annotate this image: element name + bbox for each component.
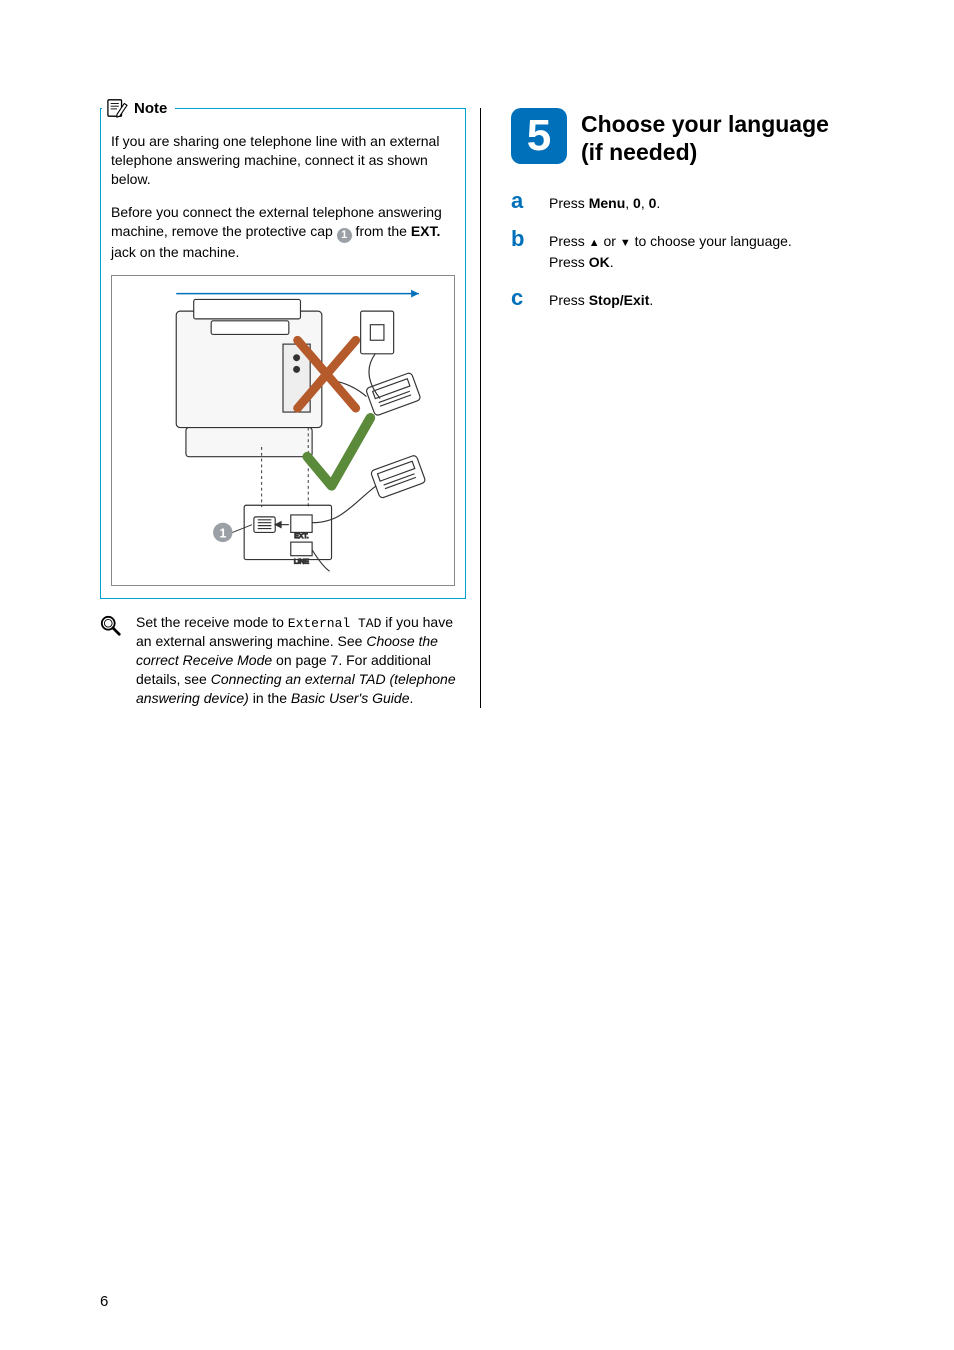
note-body: If you are sharing one telephone line wi…: [111, 132, 455, 586]
magnifier-icon: [100, 615, 122, 637]
tip-text: Set the receive mode to External TAD if …: [136, 613, 466, 708]
note-para-2: Before you connect the external telephon…: [111, 203, 455, 262]
note-box: Note If you are sharing one telephone li…: [100, 108, 466, 599]
note-label: Note: [134, 100, 167, 117]
note-icon: [106, 98, 128, 118]
tip-row: Set the receive mode to External TAD if …: [100, 613, 466, 708]
svg-text:EXT.: EXT.: [294, 534, 308, 541]
callout-1-inline: 1: [337, 228, 352, 243]
svg-text:1: 1: [219, 527, 226, 541]
step-number-badge: 5: [511, 108, 567, 164]
note-para-1: If you are sharing one telephone line wi…: [111, 132, 455, 189]
svg-text:LINE: LINE: [294, 559, 310, 566]
section-5-header: 5 Choose your language (if needed): [511, 108, 860, 166]
step-c: c Press Stop/Exit.: [511, 287, 860, 311]
left-column: Note If you are sharing one telephone li…: [100, 108, 480, 708]
section-title: Choose your language (if needed): [581, 108, 829, 166]
connection-diagram: EXT. LINE: [111, 275, 455, 585]
down-arrow-icon: ▼: [620, 237, 631, 249]
right-column: 5 Choose your language (if needed) a Pre…: [480, 108, 860, 708]
diagram-svg: EXT. LINE: [118, 282, 448, 573]
page-number: 6: [100, 1293, 108, 1310]
step-b: b Press ▲ or ▼ to choose your language. …: [511, 228, 860, 273]
up-arrow-icon: ▲: [589, 237, 600, 249]
step-a: a Press Menu, 0, 0.: [511, 190, 860, 214]
step-list: a Press Menu, 0, 0. b Press ▲ or ▼ to ch…: [511, 190, 860, 311]
note-header: Note: [100, 98, 466, 118]
